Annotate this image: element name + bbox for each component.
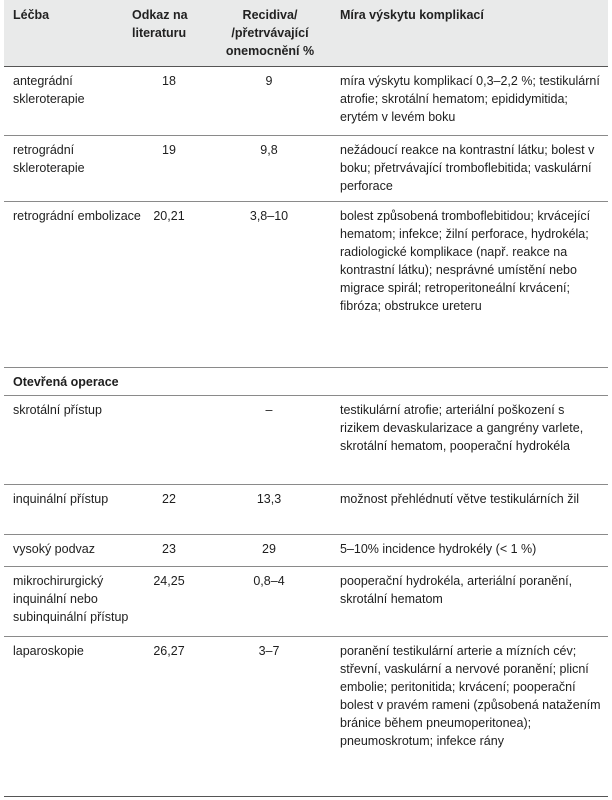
table-header-row: Léčba Odkaz na literaturu Recidiva/ /pře… [4, 0, 608, 67]
cell-recurrence: 13,3 [256, 492, 282, 506]
header-reference: Odkaz na literaturu [132, 8, 188, 40]
cell-treatment: skrotální přístup [13, 403, 102, 417]
table-row: skrotální přístup – testikulární atrofie… [4, 395, 608, 485]
section-title: Otevřená operace [13, 375, 119, 389]
cell-recurrence: 3,8–10 [249, 209, 289, 223]
cell-complications: možnost přehlédnutí větve testikulárních… [340, 492, 580, 506]
header-recurrence: Recidiva/ /přetrvávající onemocnění % [225, 8, 315, 58]
cell-complications: testikulární atrofie; arteriální poškoze… [340, 403, 584, 453]
table-row: retrográdní skleroterapie 19 9,8 nežádou… [4, 135, 608, 202]
cell-treatment: laparoskopie [13, 644, 84, 658]
cell-complications: míra výskytu komplikací 0,3–2,2 %; testi… [340, 74, 600, 124]
cell-treatment: retrográdní embolizace [13, 209, 141, 223]
cell-recurrence: 3–7 [258, 644, 280, 658]
cell-complications: bolest způsobená tromboflebitidou; krvác… [340, 209, 591, 313]
table-row: antegrádní skleroterapie 18 9 míra výsky… [4, 66, 608, 136]
cell-treatment: antegrádní skleroterapie [13, 74, 85, 106]
cell-reference: 22 [162, 492, 176, 506]
table-row: retrográdní embolizace 20,21 3,8–10 bole… [4, 201, 608, 368]
cell-treatment: inquinální přístup [13, 492, 109, 506]
cell-reference: 20,21 [153, 209, 185, 223]
cell-treatment: retrográdní skleroterapie [13, 143, 85, 175]
table-row: laparoskopie 26,27 3–7 poranění testikul… [4, 636, 608, 797]
cell-complications: 5–10% incidence hydrokély (< 1 %) [340, 542, 537, 556]
table-row: mikrochirurgický inquinální nebo subinqu… [4, 566, 608, 637]
table-row: vysoký podvaz 23 29 5–10% incidence hydr… [4, 534, 608, 567]
cell-reference: 26,27 [153, 644, 185, 658]
cell-reference: 24,25 [153, 574, 185, 588]
cell-reference: 19 [162, 143, 176, 157]
cell-recurrence: 0,8–4 [253, 574, 285, 588]
cell-reference: 18 [162, 74, 176, 88]
cell-reference: 23 [162, 542, 176, 556]
cell-treatment: vysoký podvaz [13, 542, 95, 556]
cell-recurrence: – [265, 403, 273, 417]
cell-recurrence: 9,8 [260, 143, 278, 157]
table-row: inquinální přístup 22 13,3 možnost přehl… [4, 484, 608, 535]
section-row: Otevřená operace [4, 367, 608, 396]
cell-recurrence: 9 [265, 74, 273, 88]
cell-complications: nežádoucí reakce na kontrastní látku; bo… [340, 143, 595, 193]
cell-treatment: mikrochirurgický inquinální nebo subinqu… [13, 574, 129, 624]
header-treatment: Léčba [13, 8, 50, 22]
cell-recurrence: 29 [262, 542, 276, 556]
cell-complications: poranění testikulární arterie a mízních … [340, 644, 601, 748]
header-complications: Míra výskytu komplikací [340, 8, 484, 22]
cell-complications: pooperační hydrokéla, arteriální poraněn… [340, 574, 573, 606]
